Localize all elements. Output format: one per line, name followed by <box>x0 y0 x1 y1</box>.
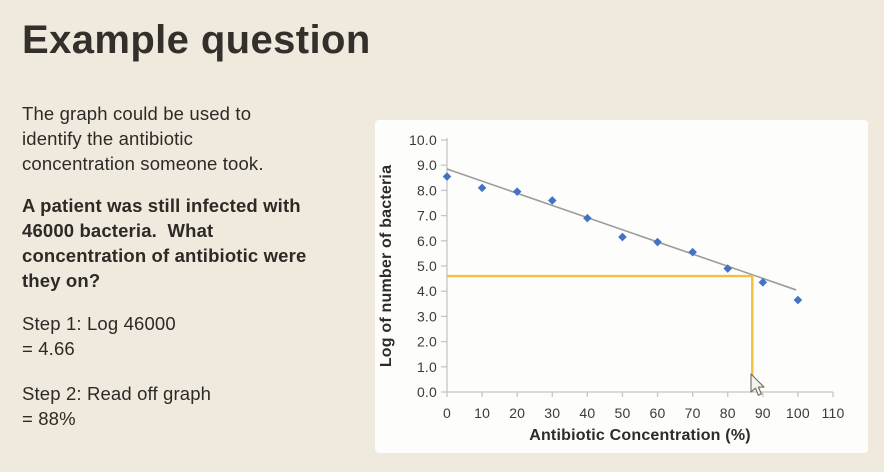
x-axis-title: Antibiotic Concentration (%) <box>529 427 751 444</box>
data-point <box>583 213 592 223</box>
x-tick-label: 90 <box>755 405 771 421</box>
y-tick-label: 8.0 <box>417 182 437 198</box>
y-tick-label: 6.0 <box>417 233 437 249</box>
page-title: Example question <box>22 18 371 62</box>
y-tick-label: 1.0 <box>417 359 437 375</box>
x-tick-label: 50 <box>614 405 630 421</box>
chart-panel: 0 10 20 30 40 50 60 70 80 90 100 110 0.0 1.0 2.0 3.0 4.0… <box>375 120 868 453</box>
data-point <box>442 172 452 181</box>
x-tick-label: 80 <box>720 405 736 421</box>
y-tick-label: 0.0 <box>417 384 437 400</box>
data-point <box>758 278 768 287</box>
question-panel: The graph could be used to identify the … <box>22 101 370 451</box>
y-tick-label: 9.0 <box>417 157 437 173</box>
data-point <box>688 247 697 257</box>
y-tick-label: 10.0 <box>409 132 437 148</box>
step-2-text: Step 2: Read off graph = 88% <box>22 383 212 429</box>
y-axis-title: Log of number of bacteria <box>378 165 395 367</box>
data-point <box>512 187 522 196</box>
y-tick-label: 7.0 <box>417 208 437 224</box>
x-tick-label: 110 <box>822 405 845 421</box>
trendline <box>446 168 797 291</box>
data-point <box>547 196 557 205</box>
read-off-annotation-line <box>447 274 754 392</box>
question-intro: The graph could be used to identify the … <box>22 103 264 174</box>
x-tick-label: 10 <box>474 405 490 421</box>
y-tick-label: 3.0 <box>417 308 437 324</box>
x-tick-label: 20 <box>509 405 525 421</box>
x-tick-label: 0 <box>443 405 451 421</box>
x-tick-label: 40 <box>579 405 595 421</box>
data-point <box>723 264 733 273</box>
y-tick-label: 5.0 <box>417 258 437 274</box>
x-tick-label: 30 <box>544 405 560 421</box>
data-point <box>653 237 662 247</box>
data-point <box>618 232 627 242</box>
data-point <box>793 295 803 305</box>
scatter-chart: 0 10 20 30 40 50 60 70 80 90 100 110 0.0 1.0 2.0 3.0 4.0… <box>378 132 845 444</box>
x-tick-label: 60 <box>650 405 666 421</box>
y-tick-label: 4.0 <box>417 283 437 299</box>
x-tick-label: 100 <box>786 405 810 421</box>
step-1-text: Step 1: Log 46000 = 4.66 <box>22 313 176 359</box>
data-point <box>477 183 487 193</box>
y-tick-label: 2.0 <box>417 334 437 350</box>
x-tick-label: 70 <box>685 405 701 421</box>
question-problem: A patient was still infected with 46000 … <box>22 195 307 291</box>
